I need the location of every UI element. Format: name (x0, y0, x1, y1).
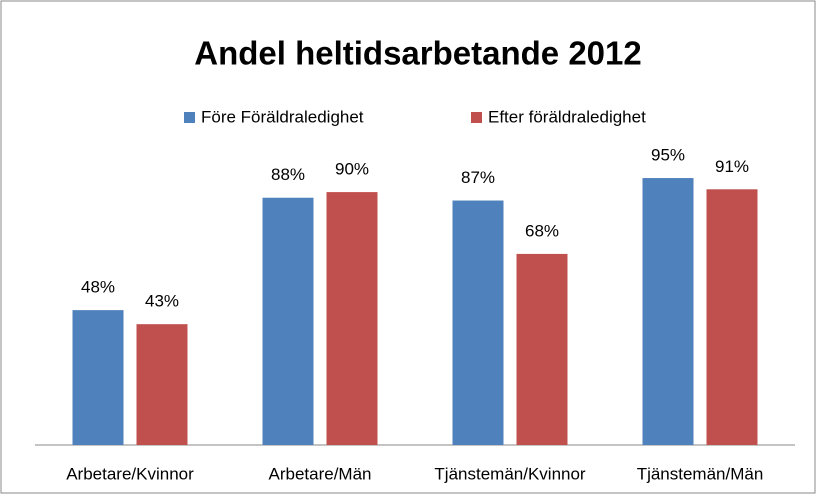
x-tick-label: Arbetare/Män (269, 464, 372, 483)
bar (72, 310, 124, 445)
bar (262, 197, 314, 445)
legend-label: Före Föräldraledighet (201, 107, 364, 126)
data-label: 68% (525, 221, 559, 240)
bar (452, 200, 504, 445)
data-label: 95% (651, 146, 685, 165)
data-label: 87% (461, 168, 495, 187)
legend-label: Efter föräldraledighet (488, 107, 646, 126)
data-label: 48% (81, 278, 115, 297)
bar (136, 324, 188, 445)
chart-title: Andel heltidsarbetande 2012 (194, 35, 641, 72)
data-label: 91% (715, 157, 749, 176)
bar (516, 253, 568, 445)
x-tick-label: Arbetare/Kvinnor (66, 464, 194, 483)
data-label: 88% (271, 165, 305, 184)
data-label: 43% (145, 292, 179, 311)
x-tick-label: Tjänstemän/Män (637, 464, 764, 483)
legend-swatch (471, 112, 482, 123)
legend-swatch (184, 112, 195, 123)
bar (706, 189, 758, 445)
data-label: 90% (335, 160, 369, 179)
bar (326, 192, 378, 445)
bar (642, 178, 694, 446)
x-tick-label: Tjänstemän/Kvinnor (434, 464, 586, 483)
